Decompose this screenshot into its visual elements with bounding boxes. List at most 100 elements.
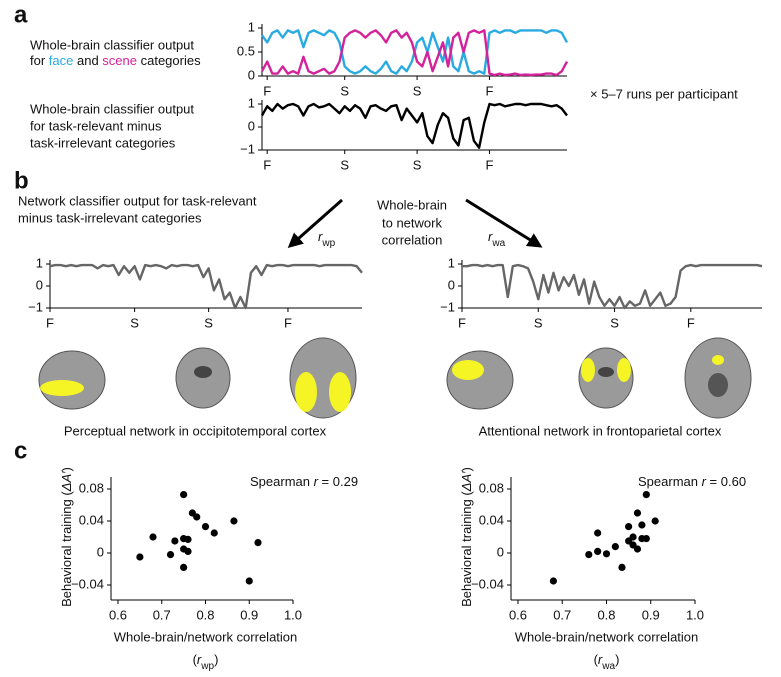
point <box>136 553 144 561</box>
arrow-label: rwp <box>318 229 336 249</box>
x-tick-label: S <box>340 83 349 98</box>
y-tick-label: 0.08 <box>479 480 504 495</box>
point <box>245 577 253 585</box>
point <box>633 545 642 553</box>
y-axis-label-part: ΔA′ <box>59 471 74 492</box>
point <box>638 521 646 529</box>
x-tick-label: F <box>284 315 292 330</box>
annotation-part: Spearman <box>638 474 702 489</box>
point <box>625 523 633 531</box>
annotation: Spearman r = 0.29 <box>250 474 358 489</box>
y-tick-label: 1 <box>36 255 43 270</box>
point <box>585 551 593 559</box>
point <box>611 543 619 551</box>
y-axis-label-part: ) <box>59 467 74 471</box>
description: Whole-brain classifier output <box>30 101 194 116</box>
y-tick-label: 0 <box>97 544 104 559</box>
description-part: scene <box>102 53 137 68</box>
arrow-label: rwa <box>488 229 506 249</box>
x-tick-label: 0.8 <box>196 607 214 622</box>
x-axis-label-part: ( <box>594 652 599 667</box>
x-tick-label: 1.0 <box>284 607 302 622</box>
x-tick-label: S <box>534 315 543 330</box>
description: for face and scene categories <box>30 53 201 68</box>
x-tick-label: F <box>46 315 54 330</box>
y-tick-label: −1 <box>440 299 455 314</box>
x-tick-label: 0.6 <box>109 607 127 622</box>
arrow-label-part: wa <box>491 238 505 249</box>
description: task-irrelevant categories <box>30 135 176 150</box>
series-line <box>462 263 763 310</box>
point <box>651 517 659 525</box>
caption: Perceptual network in occipitotemporal c… <box>64 423 327 438</box>
point <box>180 563 188 572</box>
correlation-note: Whole-brain <box>377 197 447 212</box>
arrow <box>465 198 543 248</box>
x-axis-label: (rwa) <box>594 652 620 672</box>
correlation-note: correlation <box>382 232 443 247</box>
point <box>594 547 602 556</box>
y-tick-label: 0.08 <box>79 480 104 495</box>
x-axis-label-part: r <box>197 652 202 667</box>
y-tick-label: 0 <box>248 67 255 82</box>
x-axis-label: Whole-brain/network correlation <box>515 629 699 644</box>
x-tick-label: 0.8 <box>597 607 615 622</box>
point <box>210 529 218 537</box>
point <box>254 539 262 547</box>
x-axis-label-part: ) <box>214 652 218 667</box>
x-tick-label: F <box>263 83 271 98</box>
y-axis-label: Behavioral training (ΔA′) <box>59 467 74 607</box>
arrow <box>287 198 343 248</box>
series-line <box>260 102 568 149</box>
point <box>633 509 642 517</box>
x-tick-label: 0.9 <box>642 607 660 622</box>
description-part: categories <box>137 53 201 68</box>
annotation-part: = 0.60 <box>706 474 746 489</box>
point <box>149 533 157 541</box>
series-line <box>260 29 569 77</box>
x-tick-label: F <box>458 315 466 330</box>
y-tick-label: 0 <box>448 277 455 292</box>
y-tick-label: 1 <box>448 255 455 270</box>
y-axis-label-part: Behavioral training ( <box>59 491 74 607</box>
panel-label: c <box>14 437 27 464</box>
point <box>180 491 188 499</box>
point <box>629 533 637 541</box>
x-tick-label: S <box>413 83 422 98</box>
y-axis-label-part: ΔA′ <box>459 471 474 492</box>
y-tick-label: 1 <box>248 19 255 34</box>
description: Network classifier output for task-relev… <box>18 193 257 208</box>
point <box>184 535 192 544</box>
annotation-part: r <box>314 474 319 489</box>
y-tick-label: 0.04 <box>479 512 504 527</box>
caption: Attentional network in frontoparietal co… <box>479 423 722 438</box>
point <box>618 563 626 572</box>
y-tick-label: 1 <box>248 95 255 110</box>
description: minus task-irrelevant categories <box>18 210 202 225</box>
brain-images <box>38 337 752 419</box>
y-tick-label: 0.5 <box>237 43 255 58</box>
annotation-part: = 0.29 <box>318 474 358 489</box>
annotation-part: Spearman <box>250 474 314 489</box>
arrow-label-part: r <box>488 229 493 244</box>
x-tick-label: S <box>130 315 139 330</box>
correlation-note: to network <box>382 215 442 230</box>
annotation: Spearman r = 0.60 <box>638 474 746 489</box>
x-tick-label: S <box>340 157 349 172</box>
x-tick-label: 1.0 <box>686 607 704 622</box>
y-axis-label-part: ) <box>459 467 474 471</box>
x-axis-label-part: ) <box>615 652 619 667</box>
runs-note: × 5–7 runs per participant <box>590 86 738 101</box>
x-axis-label: (rwp) <box>193 652 219 672</box>
point <box>549 577 558 585</box>
y-tick-label: −0.04 <box>71 576 104 591</box>
description-part: face <box>49 53 74 68</box>
y-tick-label: 0.04 <box>79 512 104 527</box>
x-axis-label-part: wp <box>200 661 214 672</box>
arrow-label-part: wp <box>321 238 335 249</box>
series-line <box>49 263 363 310</box>
x-tick-label: 0.9 <box>240 607 258 622</box>
panel-label: b <box>14 167 29 194</box>
